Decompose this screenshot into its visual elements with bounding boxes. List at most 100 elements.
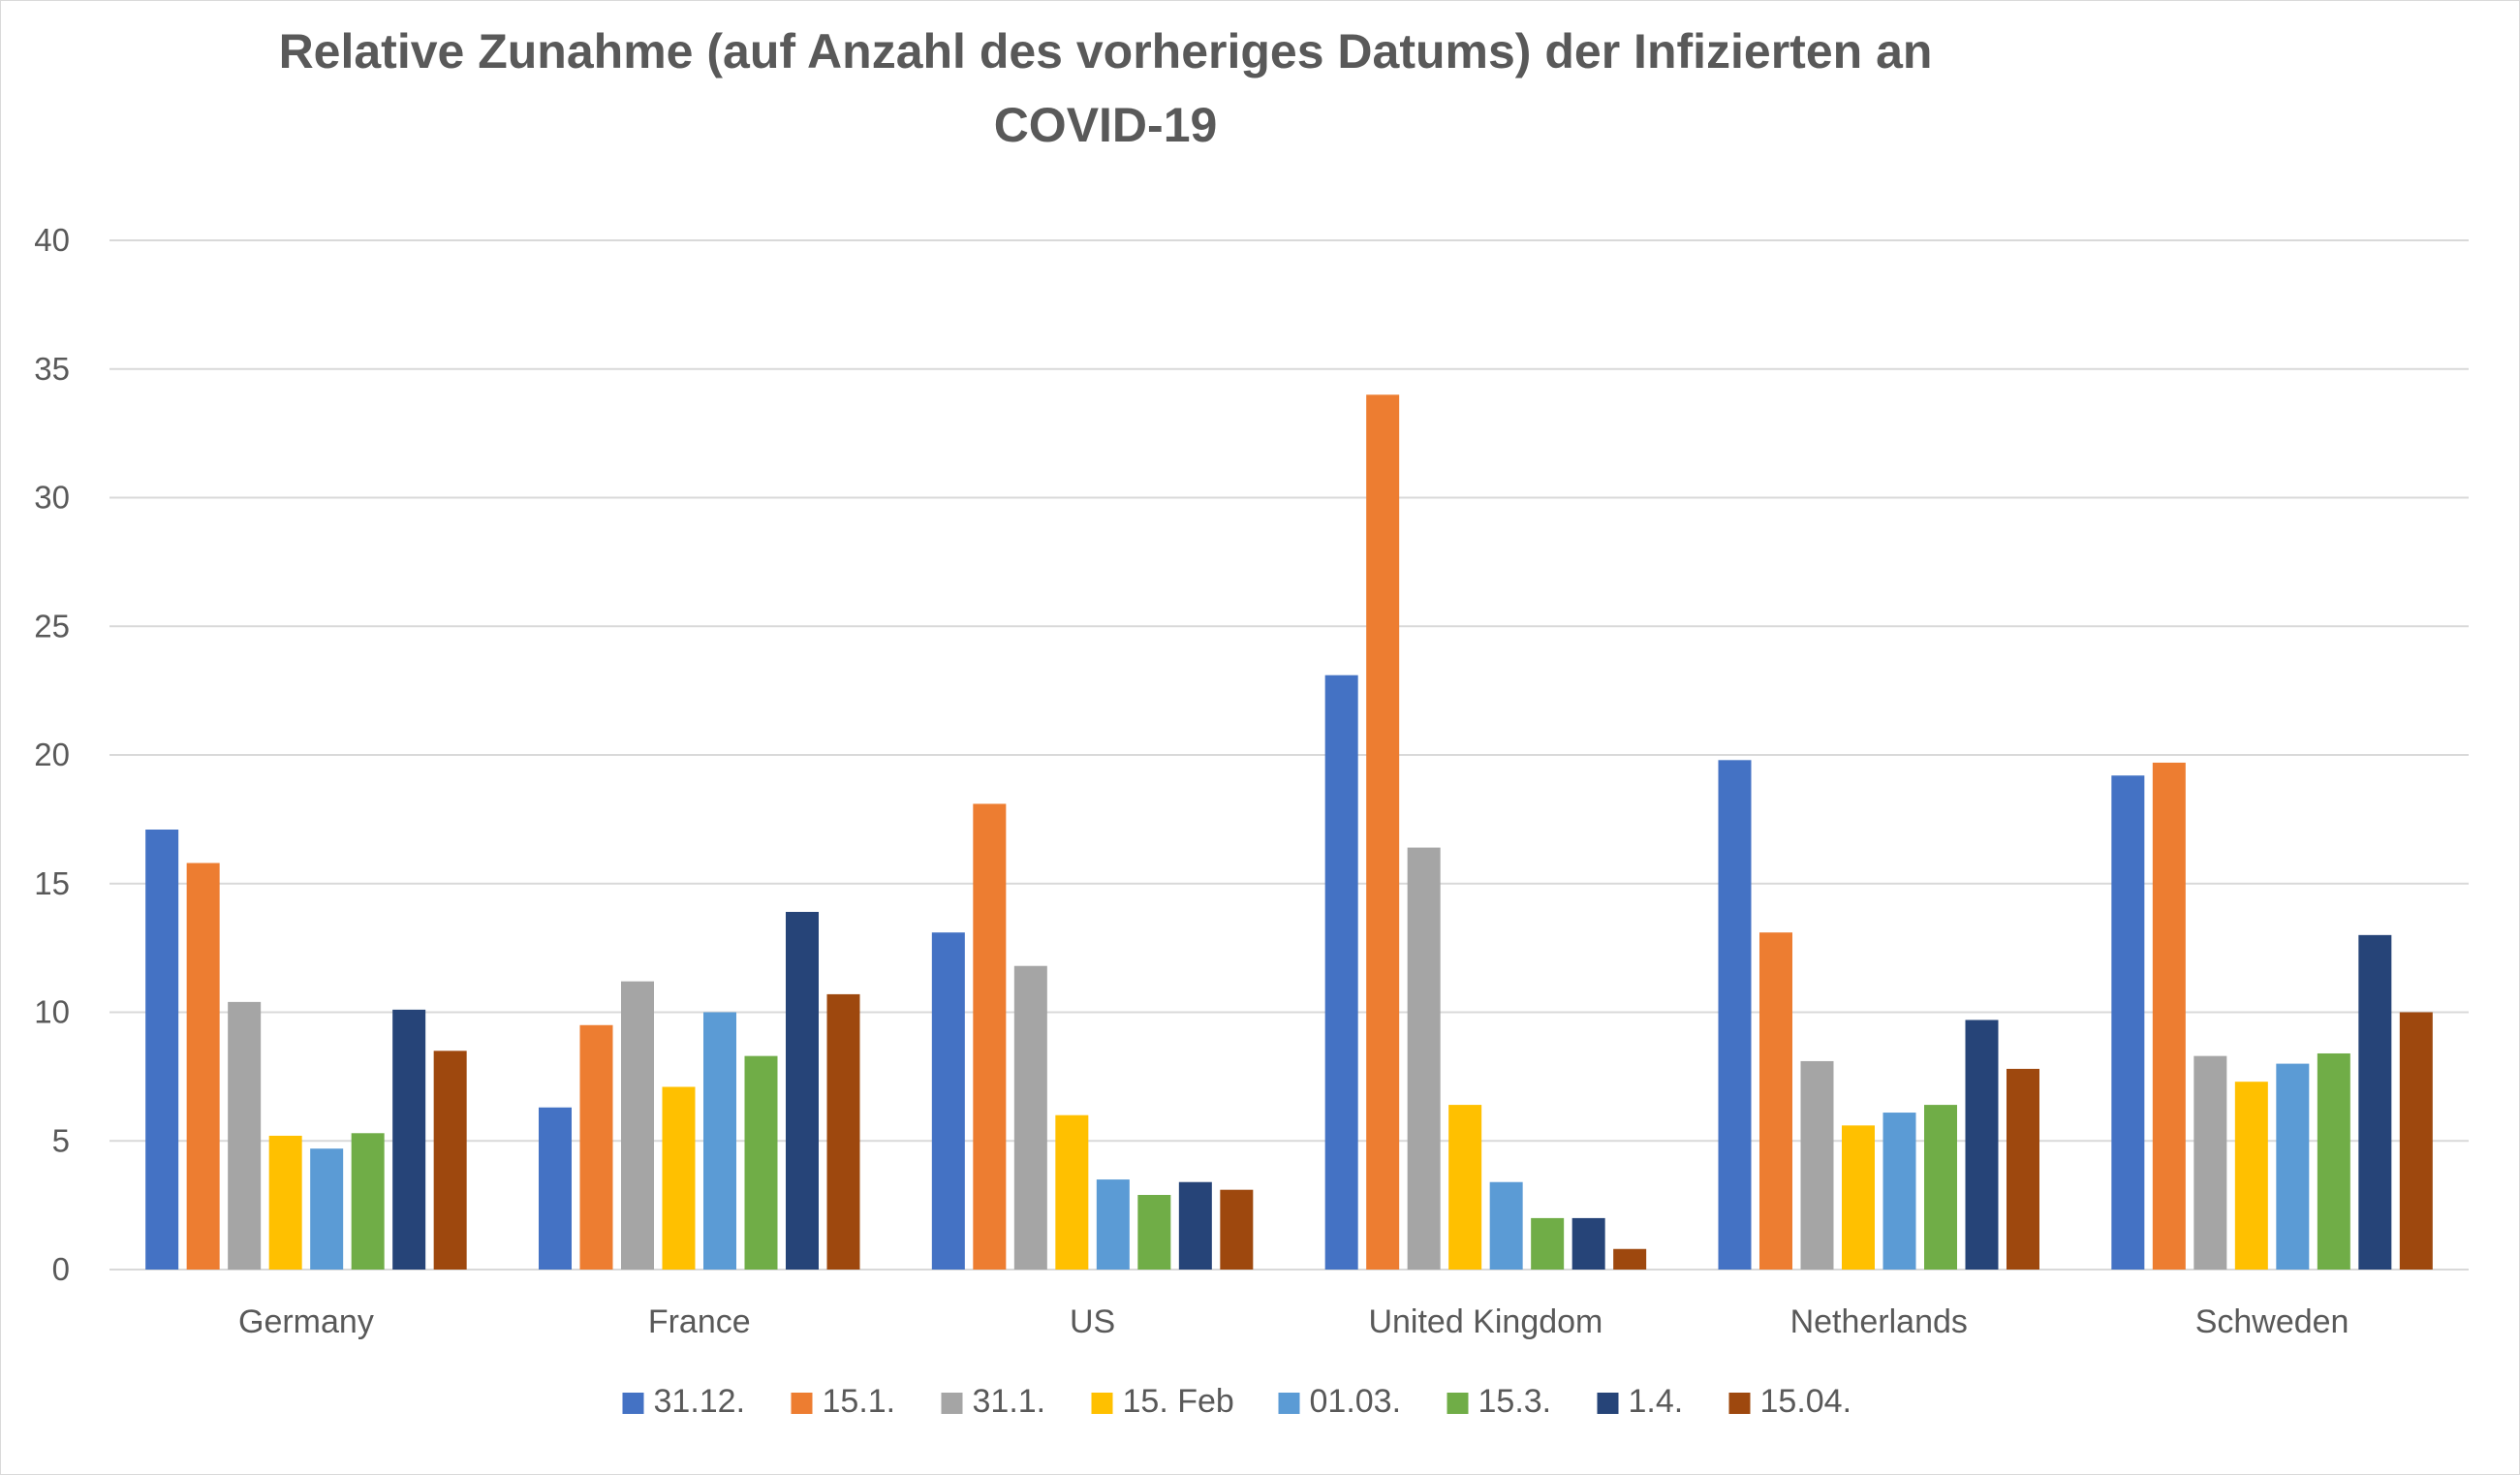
- bar: [2007, 1068, 2039, 1270]
- x-tick-label: France: [648, 1303, 751, 1340]
- bar: [351, 1133, 385, 1270]
- y-tick-label: 20: [34, 737, 70, 772]
- bars: [145, 394, 2433, 1270]
- x-tick-label: Netherlands: [1790, 1303, 1968, 1340]
- series-1-4-: [392, 911, 2392, 1270]
- legend-label: 15.04.: [1760, 1383, 1852, 1420]
- legend-label: 01.03.: [1310, 1383, 1402, 1420]
- series-31-1-: [228, 847, 2227, 1270]
- x-tick-label: Germany: [238, 1303, 374, 1340]
- legend-label: 15. Feb: [1123, 1383, 1234, 1420]
- bar: [1137, 1195, 1171, 1270]
- x-tick-label: Schweden: [2195, 1303, 2349, 1340]
- x-tick-label: US: [1070, 1303, 1115, 1340]
- bar: [1013, 965, 1047, 1270]
- bar: [2193, 1055, 2227, 1270]
- bar: [2234, 1082, 2268, 1270]
- bar: [1096, 1179, 1130, 1270]
- bar: [662, 1086, 696, 1270]
- bar: [433, 1051, 467, 1270]
- y-tick-label: 5: [52, 1122, 70, 1158]
- bar: [1220, 1189, 1254, 1270]
- bar: [1759, 932, 1792, 1270]
- legend-swatch: [941, 1393, 963, 1414]
- bar: [268, 1135, 302, 1270]
- series-01-03-: [310, 1012, 2310, 1270]
- legend-swatch: [791, 1393, 813, 1414]
- x-axis-labels: Germany France US United Kingdom Netherlands…: [238, 1303, 2349, 1340]
- chart-title: Relative Zunahme (auf Anzahl des vorheri…: [278, 24, 1933, 152]
- y-tick-label: 30: [34, 480, 70, 516]
- series-31-12-: [145, 675, 2145, 1270]
- bar: [1448, 1105, 1482, 1270]
- bar: [1366, 394, 1400, 1270]
- legend-swatch: [1447, 1393, 1469, 1414]
- bar: [1965, 1020, 1999, 1270]
- bar: [1613, 1248, 1647, 1270]
- bar: [786, 911, 819, 1270]
- bar: [392, 1009, 426, 1270]
- series-15-Feb: [268, 1082, 2268, 1270]
- bar: [1800, 1060, 1834, 1270]
- bar: [1842, 1125, 1875, 1270]
- y-tick-label: 25: [34, 608, 70, 643]
- y-tick-label: 35: [34, 351, 70, 387]
- x-tick-label: United Kingdom: [1368, 1303, 1602, 1340]
- legend-item: 1.4.: [1597, 1383, 1684, 1420]
- legend-label: 31.1.: [973, 1383, 1046, 1420]
- legend: 31.12. 15.1. 31.1. 15. Feb 01.03. 15.3. 1.4. 15…: [622, 1383, 1852, 1420]
- y-tick-label: 40: [34, 222, 70, 258]
- bar: [2317, 1052, 2350, 1270]
- bar: [1055, 1114, 1089, 1270]
- bar: [2399, 1012, 2433, 1270]
- legend-item: 15. Feb: [1091, 1383, 1234, 1420]
- legend-label: 15.3.: [1478, 1383, 1552, 1420]
- bar: [1324, 675, 1358, 1270]
- bar: [539, 1107, 572, 1270]
- y-axis-ticks: 0 5 10 15 20 25 30 35 40: [34, 222, 70, 1287]
- bar: [228, 1001, 262, 1270]
- y-tick-label: 15: [34, 865, 70, 901]
- bar: [145, 829, 179, 1270]
- bar: [703, 1012, 736, 1270]
- bar: [2111, 775, 2145, 1270]
- bar: [1178, 1181, 1212, 1270]
- legend-item: 01.03.: [1278, 1383, 1402, 1420]
- legend-label: 31.12.: [654, 1383, 746, 1420]
- bar: [826, 993, 860, 1270]
- bar: [973, 803, 1007, 1270]
- y-tick-label: 0: [52, 1251, 70, 1287]
- legend-swatch: [622, 1393, 644, 1414]
- legend-swatch: [1728, 1393, 1751, 1414]
- legend-swatch: [1091, 1393, 1113, 1414]
- bar: [1489, 1181, 1523, 1270]
- bar: [621, 981, 654, 1270]
- legend-item: 15.04.: [1728, 1383, 1852, 1420]
- gridlines: [109, 239, 2469, 1271]
- series-15-04-: [433, 993, 2433, 1270]
- legend-item: 31.1.: [941, 1383, 1046, 1420]
- legend-item: 31.12.: [622, 1383, 746, 1420]
- bar: [931, 932, 965, 1270]
- legend-item: 15.3.: [1447, 1383, 1552, 1420]
- bar: [1924, 1105, 1957, 1270]
- legend-swatch: [1278, 1393, 1300, 1414]
- bar: [1407, 847, 1441, 1270]
- bar: [310, 1148, 344, 1270]
- bar: [2152, 762, 2186, 1270]
- bar: [2276, 1063, 2310, 1270]
- series-15-1-: [186, 394, 2186, 1270]
- bar: [2358, 934, 2392, 1270]
- legend-label: 1.4.: [1629, 1383, 1684, 1420]
- bar: [1571, 1217, 1605, 1270]
- series-15-3-: [351, 1052, 2350, 1270]
- bar: [744, 1055, 778, 1270]
- bar: [1718, 760, 1752, 1270]
- y-tick-label: 10: [34, 994, 70, 1030]
- bar: [186, 863, 220, 1270]
- legend-label: 15.1.: [823, 1383, 896, 1420]
- bar: [579, 1024, 613, 1270]
- legend-item: 15.1.: [791, 1383, 896, 1420]
- bar: [1531, 1217, 1565, 1270]
